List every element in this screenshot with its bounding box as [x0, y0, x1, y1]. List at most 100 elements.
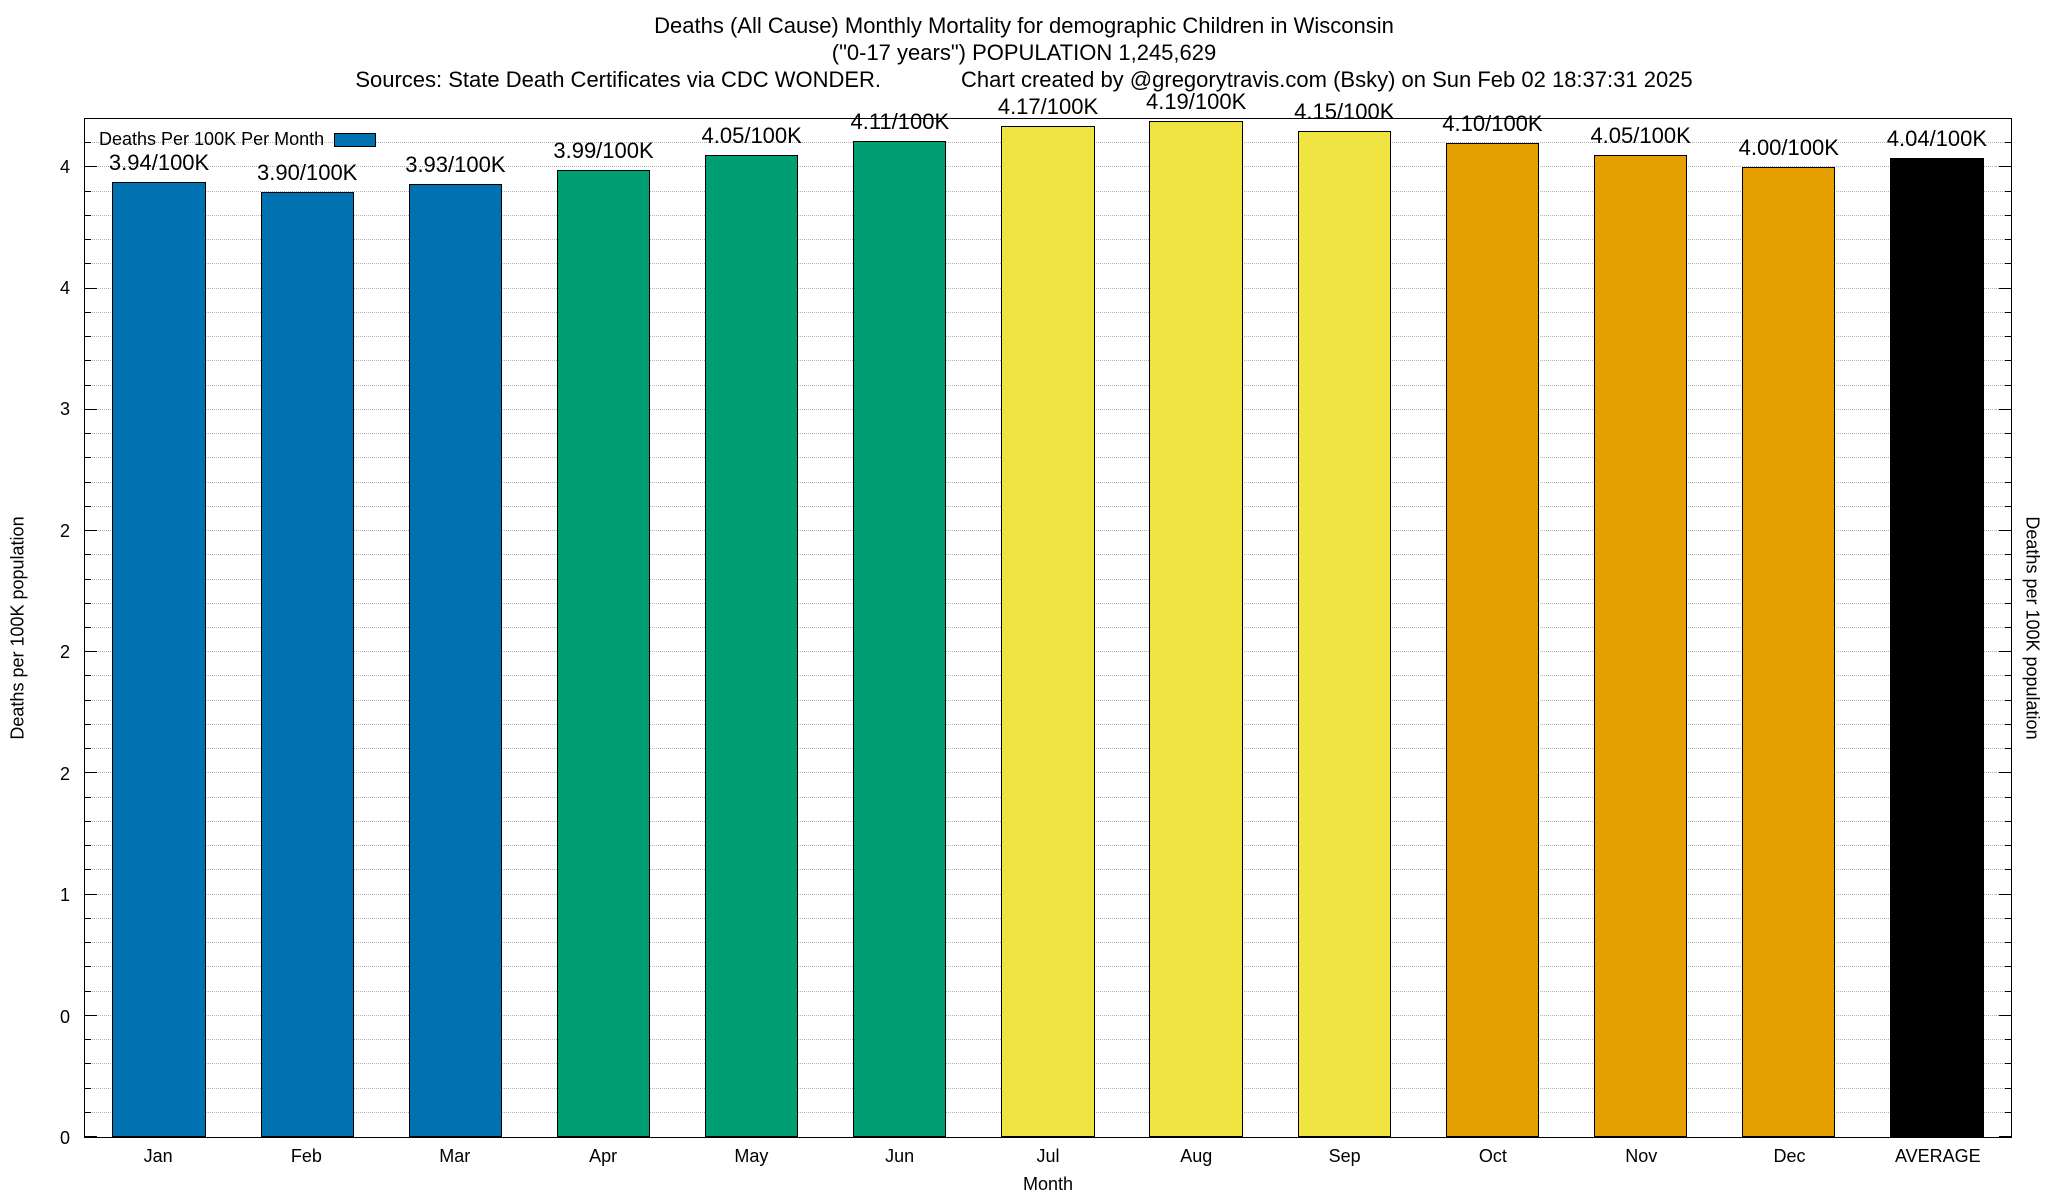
x-tick-label: Jan [143, 1146, 173, 1166]
source-credit: Sources: State Death Certificates via CD… [355, 67, 882, 92]
bar-value-label: 3.94/100K [108, 150, 210, 176]
y-minor-tick-mark [85, 748, 91, 750]
y-minor-tick-mark [85, 1111, 91, 1113]
y-minor-tick-mark [2005, 675, 2011, 677]
y-minor-tick-mark [2005, 263, 2011, 265]
y-minor-tick-mark [2005, 990, 2011, 992]
y-minor-tick-mark [2005, 748, 2011, 750]
bar-nov [1593, 155, 1688, 1137]
bar-jul [1001, 126, 1095, 1137]
x-tick-label: Jul [1036, 1146, 1060, 1166]
y-tick-mark [85, 166, 97, 168]
x-tick-label: Dec [1773, 1146, 1806, 1166]
y-tick-mark [1999, 893, 2011, 895]
y-minor-tick-mark [85, 942, 91, 944]
x-tick-label: Nov [1625, 1146, 1658, 1166]
legend-swatch [334, 132, 377, 147]
bar-average [1890, 157, 1984, 1137]
bar-oct [1445, 143, 1540, 1137]
y-minor-tick-mark [85, 675, 91, 677]
y-minor-tick-mark [85, 457, 91, 459]
chart-source-line: Sources: State Death Certificates via CD… [0, 66, 2048, 93]
x-axis-tick-labels: Jan Feb Mar Apr May Jun Jul Aug Sep Oct Nov Dec AVER… [84, 1146, 2012, 1170]
y-minor-tick-mark [85, 505, 91, 507]
y-minor-tick-mark [2005, 820, 2011, 822]
y-tick-mark [85, 408, 97, 410]
y-minor-tick-mark [2005, 699, 2011, 701]
y-axis-title-right: Deaths per 100K population [2022, 516, 2043, 740]
bar-may [705, 155, 799, 1137]
bar-slot: 4.10/100K [1418, 113, 1566, 1137]
bar-slot: 4.19/100K [1122, 91, 1270, 1137]
y-minor-tick-mark [85, 554, 91, 556]
y-tick-label: 2 [59, 763, 70, 784]
y-minor-tick-mark [2005, 1111, 2011, 1113]
y-minor-tick-mark [85, 384, 91, 386]
y-minor-tick-mark [2005, 214, 2011, 216]
y-tick-mark [85, 893, 97, 895]
y-tick-label: 0 [59, 1006, 70, 1027]
y-tick-mark [1999, 166, 2011, 168]
y-minor-tick-mark [85, 723, 91, 725]
axis-tick-marks [85, 119, 2011, 1137]
x-axis-title: Month [1022, 1174, 1074, 1194]
bar-mar [408, 184, 503, 1137]
y-minor-tick-mark [2005, 796, 2011, 798]
y-minor-tick-mark [2005, 311, 2011, 313]
x-tick-label: Aug [1180, 1146, 1213, 1166]
x-tick-label: Apr [589, 1146, 618, 1166]
x-tick-label: Feb [290, 1146, 322, 1166]
y-tick-label: 4 [59, 156, 70, 177]
bar-value-label: 4.11/100K [850, 108, 950, 134]
bar-value-label: 4.19/100K [1145, 89, 1247, 115]
chart-titles: Deaths (All Cause) Monthly Mortality for… [0, 12, 2048, 93]
bar-slot: 4.05/100K [1567, 119, 1715, 1137]
y-minor-tick-mark [2005, 190, 2011, 192]
y-minor-tick-mark [2005, 1039, 2011, 1041]
y-minor-tick-mark [85, 699, 91, 701]
y-minor-tick-mark [85, 602, 91, 604]
y-minor-tick-mark [2005, 384, 2011, 386]
y-minor-tick-mark [85, 190, 91, 192]
y-tick-mark [85, 772, 97, 774]
y-tick-mark [1999, 287, 2011, 289]
y-minor-tick-mark [2005, 505, 2011, 507]
y-minor-tick-mark [2005, 457, 2011, 459]
bar-slot: 4.17/100K [974, 96, 1122, 1137]
y-tick-mark [1999, 530, 2011, 532]
bar-aug [1149, 121, 1243, 1137]
bar-dec [1742, 167, 1836, 1137]
bar-jun [853, 140, 947, 1137]
bar-slot: 4.15/100K [1270, 101, 1418, 1137]
bars: 3.94/100K 3.90/100K 3.93/100K 3.99/100K 4.05… [85, 91, 2011, 1137]
bar-value-label: 3.93/100K [405, 152, 506, 178]
y-minor-tick-mark [85, 966, 91, 968]
y-minor-tick-mark [85, 142, 91, 144]
y-minor-tick-mark [2005, 336, 2011, 338]
legend: Deaths Per 100K Per Month [99, 129, 377, 150]
bar-slot: 3.93/100K [381, 119, 529, 1137]
bar-value-label: 4.05/100K [701, 123, 802, 149]
y-tick-label: 2 [59, 642, 70, 663]
bar-value-label: 4.15/100K [1294, 99, 1395, 125]
y-tick-mark [85, 1014, 97, 1016]
x-tick-label: Mar [439, 1146, 471, 1166]
y-tick-label: 0 [59, 1128, 70, 1148]
y-minor-tick-mark [2005, 627, 2011, 628]
bar-slot: 4.11/100K [826, 110, 974, 1137]
y-minor-tick-mark [85, 311, 91, 313]
x-tick-label: Jun [885, 1146, 915, 1166]
y-minor-tick-mark [2005, 869, 2011, 871]
y-minor-tick-mark [2005, 602, 2011, 604]
y-minor-tick-mark [85, 360, 91, 362]
bar-sep [1297, 131, 1391, 1137]
y-tick-label: 3 [59, 399, 70, 420]
bar-value-label: 4.17/100K [997, 94, 1099, 120]
y-minor-tick-mark [2005, 966, 2011, 968]
y-tick-mark [85, 1136, 97, 1137]
y-minor-tick-mark [85, 917, 91, 919]
y-minor-tick-mark [2005, 360, 2011, 362]
y-tick-label: 2 [59, 520, 70, 541]
y-tick-mark [85, 287, 97, 289]
y-minor-tick-mark [2005, 1087, 2011, 1089]
